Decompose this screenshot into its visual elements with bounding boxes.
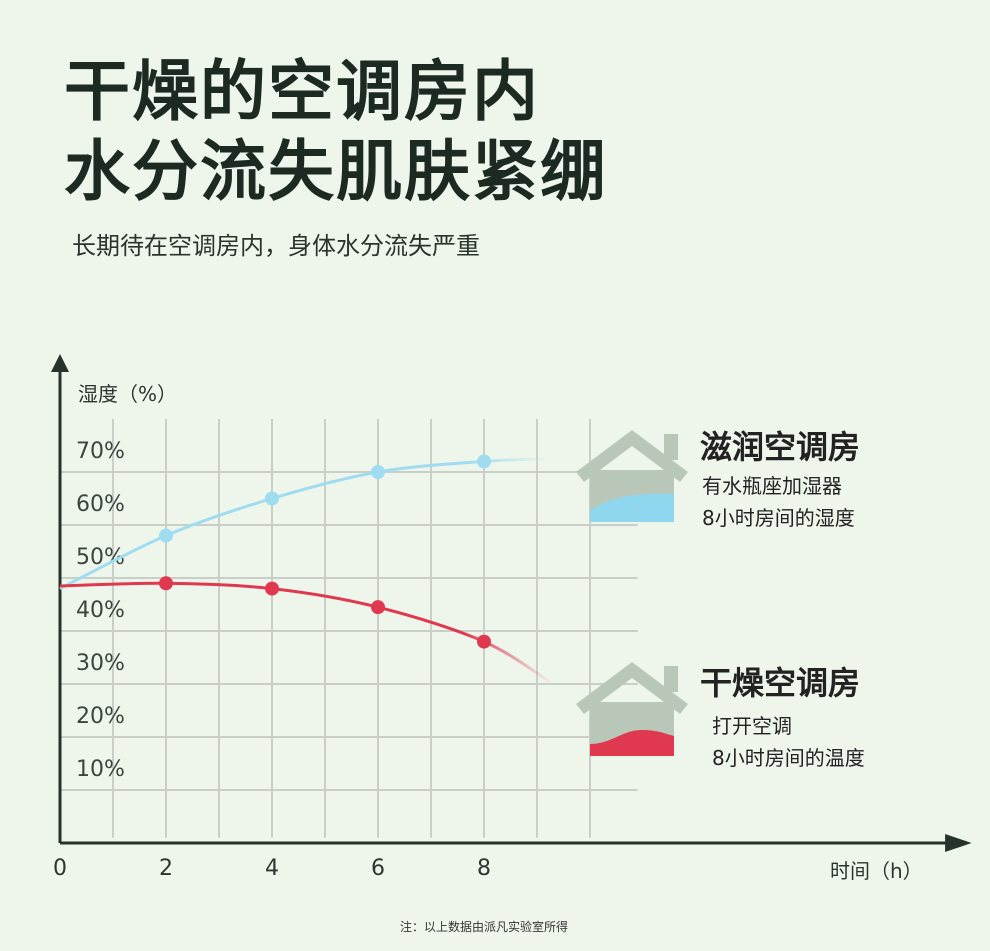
legend-dry-line2: 8小时房间的温度	[712, 746, 865, 770]
series-line-moist	[59, 457, 553, 590]
series-line-dry	[59, 581, 554, 686]
legend-moist-line2: 8小时房间的湿度	[702, 506, 855, 530]
data-point-dry	[159, 576, 173, 591]
moist-house-icon	[576, 430, 688, 522]
page-subtitle: 长期待在空调房内，身体水分流失严重	[72, 232, 480, 260]
data-point-dry	[477, 634, 491, 649]
x-axis-arrow	[945, 834, 972, 852]
x-tick-label: 4	[265, 856, 279, 881]
y-axis-arrow	[51, 354, 69, 372]
x-axis-label: 时间（h）	[830, 859, 923, 883]
y-axis-label: 湿度（%）	[78, 382, 177, 406]
data-point-dry	[265, 581, 279, 596]
legend-moist-title: 滋润空调房	[700, 428, 861, 466]
x-tick-label: 2	[159, 856, 173, 881]
data-point-moist	[265, 491, 279, 506]
title-line-2: 水分流失肌肤紧绷	[64, 133, 608, 210]
data-point-moist	[477, 454, 491, 469]
data-point-dry	[371, 600, 385, 615]
y-tick-label: 30%	[76, 651, 125, 676]
y-tick-label: 60%	[76, 492, 125, 517]
x-tick-label: 8	[477, 856, 491, 881]
data-point-moist	[371, 465, 385, 479]
data-point-moist	[159, 528, 173, 543]
x-tick-label: 0	[53, 856, 67, 881]
dry-house-icon	[576, 662, 688, 756]
x-tick-label: 6	[371, 856, 385, 881]
footnote: 注：以上数据由派凡实验室所得	[400, 920, 569, 934]
legend-moist-line1: 有水瓶座加湿器	[702, 474, 842, 498]
legend-dry-desc: 打开空调 8小时房间的温度	[712, 710, 865, 774]
y-tick-label: 10%	[76, 757, 125, 782]
legend-moist-desc: 有水瓶座加湿器 8小时房间的湿度	[702, 470, 855, 534]
y-tick-label: 70%	[76, 439, 125, 464]
y-tick-label: 40%	[76, 598, 125, 623]
legend-dry-title: 干燥空调房	[700, 664, 861, 702]
y-tick-label: 20%	[76, 704, 125, 729]
legend-dry-line1: 打开空调	[712, 714, 792, 738]
title-line-1: 干燥的空调房内	[64, 53, 540, 130]
page-title: 干燥的空调房内 水分流失肌肤紧绷	[64, 52, 608, 212]
